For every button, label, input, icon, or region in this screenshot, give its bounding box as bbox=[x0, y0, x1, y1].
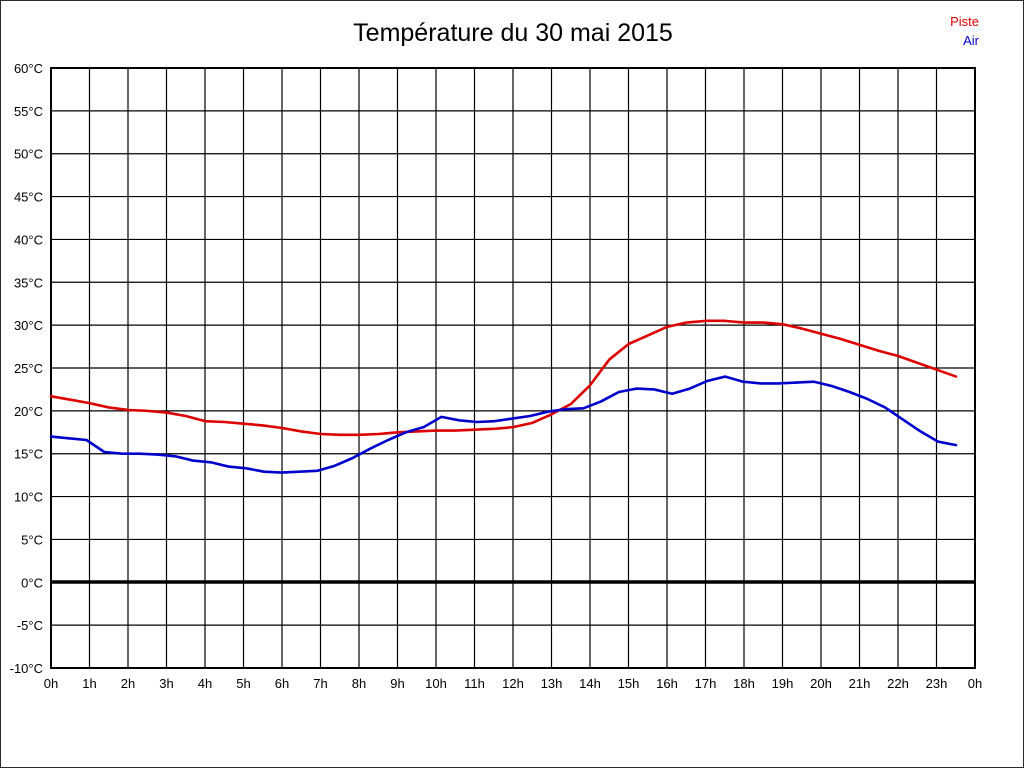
x-axis-tick-label: 11h bbox=[464, 676, 485, 691]
y-axis-tick-label: -5°C bbox=[17, 618, 43, 633]
x-axis-tick-label: 8h bbox=[352, 676, 366, 691]
legend-item-air: Air bbox=[963, 33, 979, 48]
x-axis-tick-label: 1h bbox=[82, 676, 96, 691]
series-line-air bbox=[49, 375, 958, 474]
x-axis-tick-label: 10h bbox=[425, 676, 447, 691]
series-lines bbox=[49, 319, 958, 474]
y-axis-tick-label: 5°C bbox=[21, 532, 43, 547]
x-axis-tick-label: 16h bbox=[656, 676, 678, 691]
y-axis-tick-label: 60°C bbox=[14, 61, 43, 76]
vertical-gridlines bbox=[88, 68, 938, 668]
y-axis-tick-label: 40°C bbox=[14, 232, 43, 247]
x-axis-tick-label: 9h bbox=[390, 676, 404, 691]
x-axis-tick-label: 14h bbox=[579, 676, 601, 691]
y-axis-tick-label: 35°C bbox=[14, 275, 43, 290]
y-axis-tick-labels: 60°C 55°C 50°C 45°C 40°C 35°C 30°C 25°C 20°C 15°C… bbox=[10, 61, 43, 676]
x-axis-tick-label: 21h bbox=[849, 676, 871, 691]
x-axis-tick-label: 19h bbox=[772, 676, 794, 691]
y-axis-tick-label: 45°C bbox=[14, 190, 43, 205]
y-axis-tick-label: 25°C bbox=[14, 361, 43, 376]
page-title: Température du 30 mai 2015 bbox=[353, 19, 673, 47]
y-axis-tick-label: 20°C bbox=[14, 404, 43, 419]
chart-legend: Piste Air bbox=[950, 12, 979, 50]
x-axis-tick-label: 0h bbox=[44, 676, 58, 691]
x-axis-tick-label: 13h bbox=[541, 676, 563, 691]
x-axis-tick-label: 5h bbox=[236, 676, 250, 691]
x-axis-tick-label: 0h bbox=[968, 676, 982, 691]
y-axis-tick-label: 15°C bbox=[14, 447, 43, 462]
y-axis-tick-label: 55°C bbox=[14, 104, 43, 119]
x-axis-tick-label: 17h bbox=[695, 676, 717, 691]
x-axis-tick-label: 6h bbox=[275, 676, 289, 691]
x-axis-tick-label: 22h bbox=[887, 676, 909, 691]
x-axis-tick-label: 7h bbox=[313, 676, 327, 691]
x-axis-tick-label: 15h bbox=[618, 676, 640, 691]
series-line-piste bbox=[49, 319, 958, 437]
y-axis-tick-label: 30°C bbox=[14, 318, 43, 333]
x-axis-tick-label: 18h bbox=[733, 676, 755, 691]
y-axis-tick-label: 50°C bbox=[14, 147, 43, 162]
plot-area-frame bbox=[50, 67, 976, 669]
x-axis-tick-label: 12h bbox=[502, 676, 524, 691]
x-axis-tick-label: 20h bbox=[810, 676, 832, 691]
x-axis-tick-label: 23h bbox=[926, 676, 948, 691]
y-axis-tick-label: -10°C bbox=[10, 661, 43, 676]
x-axis-tick-label: 3h bbox=[159, 676, 173, 691]
legend-item-piste: Piste bbox=[950, 14, 979, 29]
x-axis-tick-labels: 0h 1h 2h 3h 4h 5h 6h 7h 8h 9h 10h 11h 12h 13h 14h 15h 16… bbox=[44, 676, 982, 691]
x-axis-tick-label: 2h bbox=[121, 676, 135, 691]
y-axis-tick-label: 0°C bbox=[21, 575, 43, 590]
x-axis-tick-label: 4h bbox=[198, 676, 212, 691]
y-axis-tick-label: 10°C bbox=[14, 490, 43, 505]
